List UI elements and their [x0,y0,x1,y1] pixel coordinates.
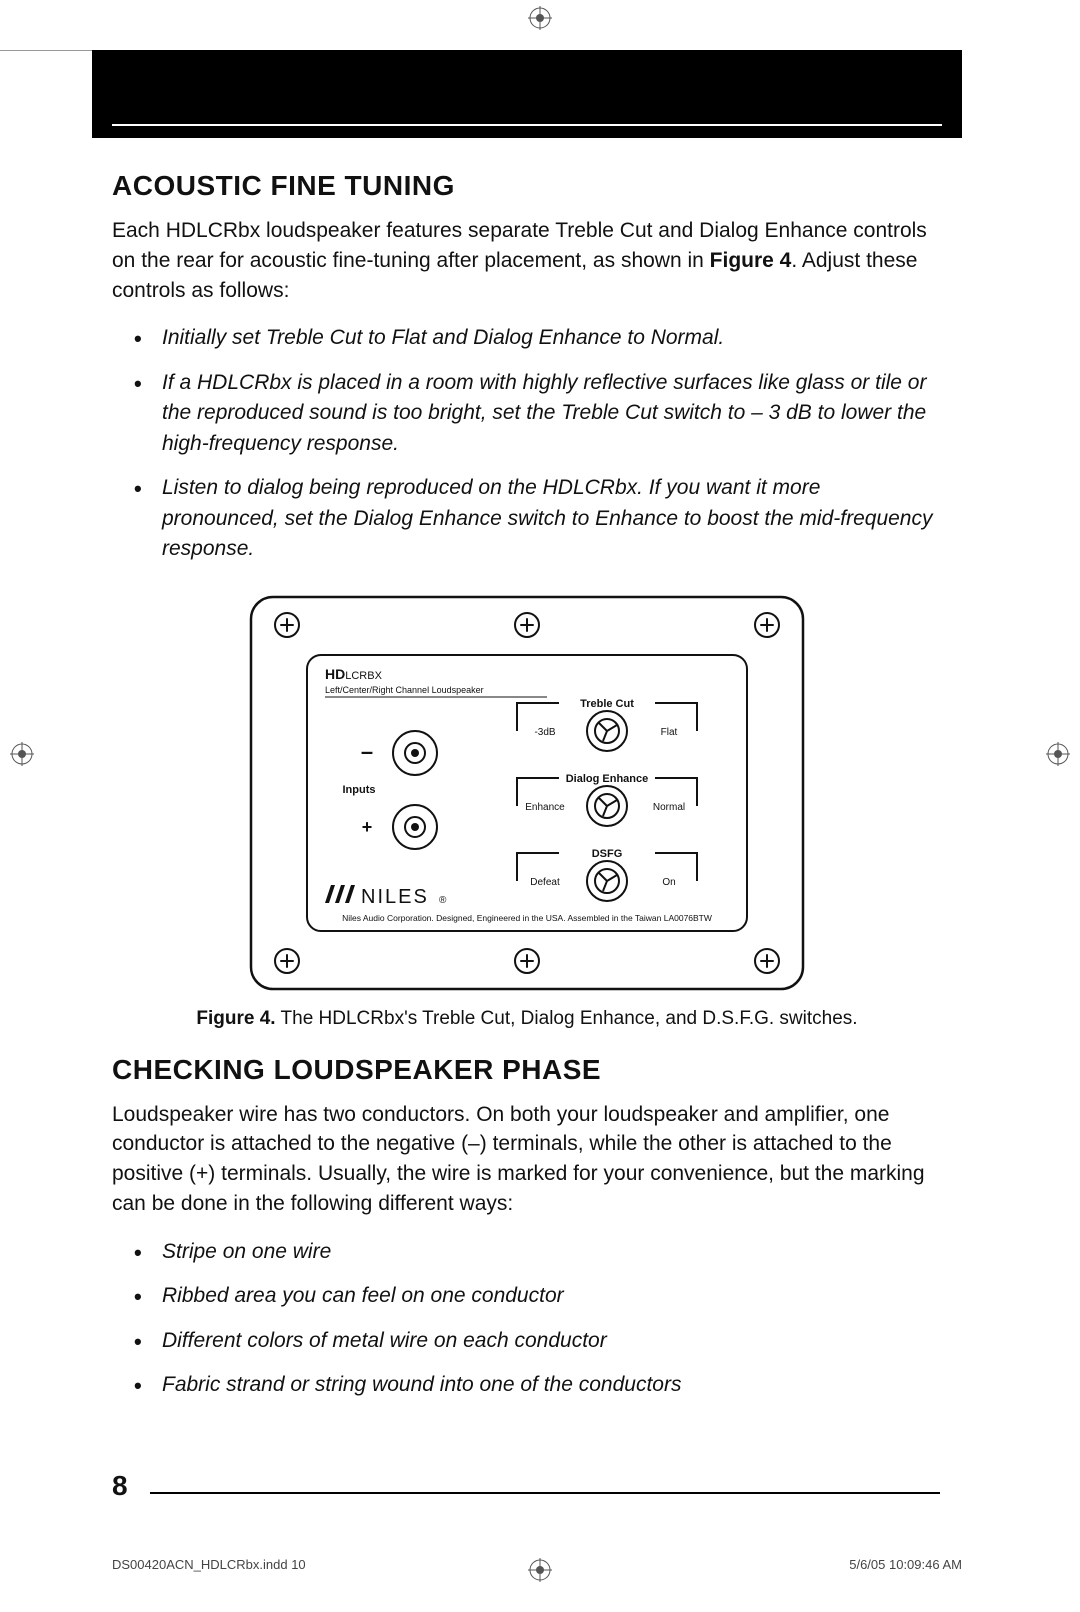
bleed-rule [0,50,92,51]
reg-mark-right [1046,742,1070,766]
figure-caption: Figure 4. The HDLCRbx's Treble Cut, Dial… [112,1008,942,1030]
list-item: Listen to dialog being reproduced on the… [162,473,942,564]
svg-text:Enhance: Enhance [525,802,565,813]
svg-text:Treble Cut: Treble Cut [580,698,634,710]
section2-bullets: Stripe on one wire Ribbed area you can fe… [112,1237,942,1401]
reg-mark-bottom [528,1558,552,1582]
svg-text:On: On [662,877,675,888]
list-item: Fabric strand or string wound into one o… [162,1370,942,1400]
list-item: If a HDLCRbx is placed in a room with hi… [162,368,942,459]
intro-bold: Figure 4 [710,249,792,272]
footer-left: DS00420ACN_HDLCRbx.indd 10 [112,1557,306,1572]
reg-mark-top [528,6,552,30]
page-rule [150,1492,940,1494]
svg-text:®: ® [439,895,447,906]
section-heading-acoustic: ACOUSTIC FINE TUNING [112,170,942,202]
svg-text:Left/Center/Right Channel Loud: Left/Center/Right Channel Loudspeaker [325,685,484,695]
list-item: Initially set Treble Cut to Flat and Dia… [162,323,942,353]
svg-text:DSFG: DSFG [592,848,623,860]
section1-intro: Each HDLCRbx loudspeaker features separa… [112,216,942,305]
svg-text:–: – [361,739,373,764]
list-item: Stripe on one wire [162,1237,942,1267]
section1-bullets: Initially set Treble Cut to Flat and Dia… [112,323,942,564]
svg-text:-3dB: -3dB [534,727,555,738]
header-bar [92,50,962,138]
footer-right: 5/6/05 10:09:46 AM [849,1557,962,1572]
figure-caption-bold: Figure 4. [196,1008,275,1029]
list-item: Different colors of metal wire on each c… [162,1326,942,1356]
section2-intro: Loudspeaker wire has two conductors. On … [112,1100,942,1219]
svg-text:NILES: NILES [361,886,429,908]
svg-text:Normal: Normal [653,802,685,813]
svg-text:Flat: Flat [661,727,678,738]
page-number: 8 [112,1470,128,1502]
svg-text:Inputs: Inputs [343,784,376,796]
svg-text:Defeat: Defeat [530,877,560,888]
reg-mark-left [10,742,34,766]
figure-caption-rest: The HDLCRbx's Treble Cut, Dialog Enhance… [276,1008,858,1029]
section-heading-phase: CHECKING LOUDSPEAKER PHASE [112,1054,942,1086]
list-item: Ribbed area you can feel on one conducto… [162,1281,942,1311]
svg-text:Niles Audio Corporation. Desig: Niles Audio Corporation. Designed, Engin… [342,913,712,923]
svg-text:HDLCRBX: HDLCRBX [325,666,383,682]
figure-panel: HDLCRBX Left/Center/Right Channel Loudspe… [247,593,807,993]
svg-text:Dialog Enhance: Dialog Enhance [566,773,649,785]
svg-text:+: + [362,817,373,837]
